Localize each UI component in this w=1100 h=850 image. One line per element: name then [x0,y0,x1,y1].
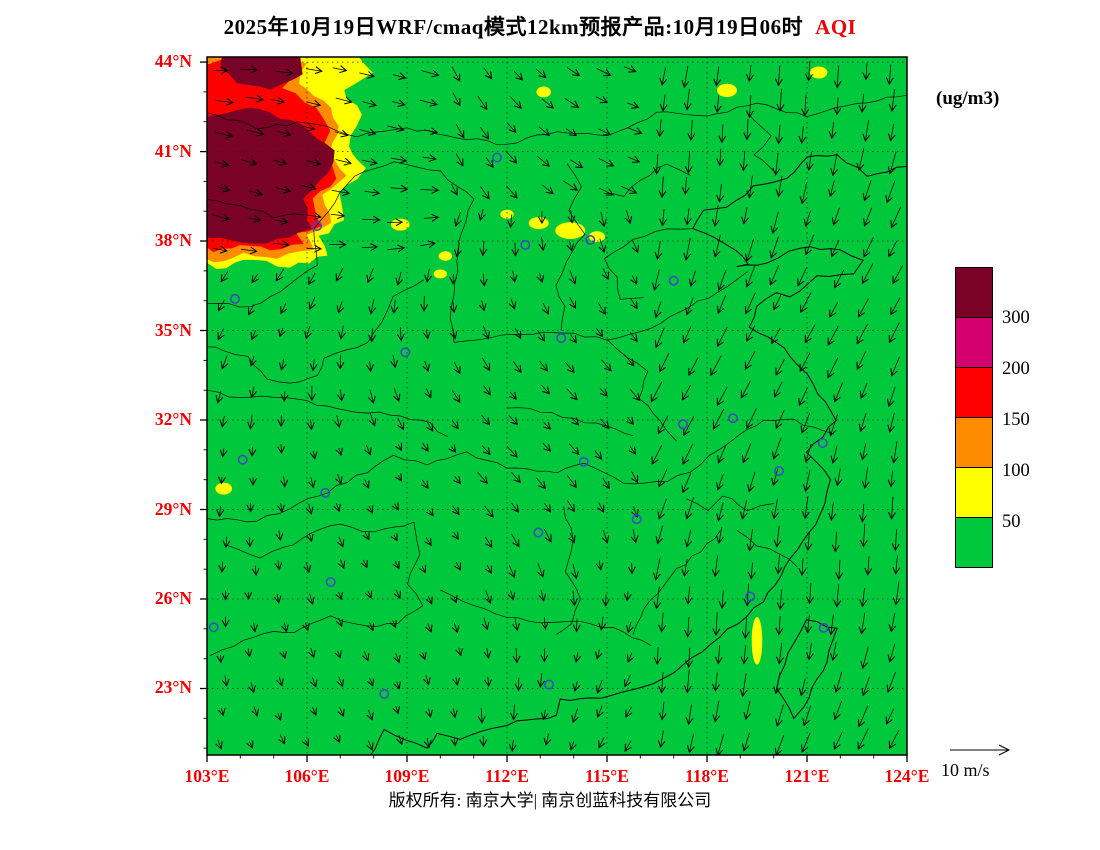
y-tick-label: 44°N [154,51,192,72]
city-marker [237,454,248,465]
x-tick-label: 112°E [485,766,529,786]
city-marker [400,347,411,358]
aqi-yellow-patch [555,222,586,240]
aqi-yellow-patch [438,251,452,261]
colorbar-tick-label: 300 [1002,308,1030,328]
city-marker [745,591,756,602]
colorbar-units-label: (ug/m3) [936,88,1000,109]
wind-scale-label: 10 m/s [941,760,990,780]
copyright-footer: 版权所有: 南京大学| 南京创蓝科技有限公司 [388,791,712,810]
city-marker [533,527,544,538]
x-tick-label: 106°E [284,766,330,786]
x-tick-label: 124°E [884,766,930,786]
graticule-gridlines [207,57,907,755]
city-marker [320,487,331,498]
province-boundaries [207,94,907,755]
y-tick-label: 41°N [154,140,192,161]
aqi-region-gt300-core [207,107,335,244]
x-tick-label: 103°E [184,766,230,786]
wind-scale-arrow-icon [950,744,1011,756]
chart-variable-label: AQI [815,15,857,39]
city-marker [230,293,240,304]
colorbar [955,267,993,568]
aqi-yellow-patch [391,218,410,231]
colorbar-tick-label: 150 [1002,410,1030,430]
city-marker [556,333,567,343]
city-marker [817,438,828,448]
colorbar-band [955,517,993,568]
city-marker [774,466,784,476]
y-tick-label: 35°N [154,319,192,340]
colorbar-tick-label: 50 [1002,512,1021,532]
x-tick-label: 115°E [585,766,629,786]
aqi-yellow-patch [528,217,549,230]
aqi-yellow-patch [433,269,447,279]
city-marker [578,456,589,467]
y-tick-label: 38°N [154,230,192,251]
aqi-yellow-patch [751,616,763,665]
city-marker [379,688,390,699]
city-marker [492,152,502,163]
city-marker [728,413,738,424]
axis-ticks [200,61,908,762]
aqi-yellow-patch [215,482,232,495]
coastline [369,154,907,755]
city-marker [668,275,679,286]
city-marker [208,622,219,633]
city-marker [631,514,642,525]
y-tick-label: 26°N [154,587,192,608]
colorbar-band [955,317,993,368]
colorbar-band [955,417,993,468]
y-tick-label: 23°N [154,677,192,698]
aqi-fill-layer [207,57,828,665]
colorbar-tick-label: 100 [1002,461,1030,481]
city-marker [818,622,829,633]
city-marker [520,239,531,250]
aqi-yellow-patch [536,86,551,98]
city-marker [544,679,554,690]
aqi-yellow-patch [589,231,605,243]
aqi-yellow-patch [810,66,828,79]
city-marker [678,419,688,430]
city-marker [325,577,336,587]
taiwan-outline [776,618,838,720]
y-tick-label: 32°N [154,409,192,430]
city-markers [208,152,829,699]
map-canvas [200,56,908,762]
x-tick-label: 109°E [384,766,430,786]
chart-title: 2025年10月19日WRF/cmaq模式12km预报产品:10月19日06时 A… [60,11,1020,41]
y-tick-label: 29°N [154,498,192,519]
x-tick-label: 118°E [685,766,729,786]
colorbar-band [955,367,993,418]
aqi-region-gt300-top-edge [220,57,303,90]
colorbar-band [955,267,993,318]
x-tick-label: 121°E [784,766,830,786]
colorbar-band [955,467,993,518]
wind-vector-field [211,60,903,755]
chart-title-text: 2025年10月19日WRF/cmaq模式12km预报产品:10月19日06时 [223,15,804,39]
city-marker [312,221,322,232]
map-frame [206,56,908,756]
colorbar-tick-label: 200 [1002,359,1030,379]
city-marker [585,234,596,245]
aqi-yellow-patch [717,83,737,97]
aqi-yellow-patch [500,209,514,219]
